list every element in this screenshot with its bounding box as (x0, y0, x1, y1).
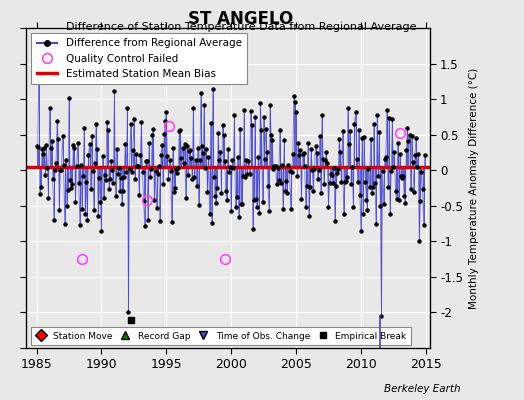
Text: Difference of Station Temperature Data from Regional Average: Difference of Station Temperature Data f… (66, 22, 416, 32)
Text: ST ANGELO: ST ANGELO (189, 10, 293, 28)
Text: Berkeley Earth: Berkeley Earth (385, 384, 461, 394)
Legend: Station Move, Record Gap, Time of Obs. Change, Empirical Break: Station Move, Record Gap, Time of Obs. C… (31, 327, 411, 345)
Y-axis label: Monthly Temperature Anomaly Difference (°C): Monthly Temperature Anomaly Difference (… (468, 67, 478, 309)
